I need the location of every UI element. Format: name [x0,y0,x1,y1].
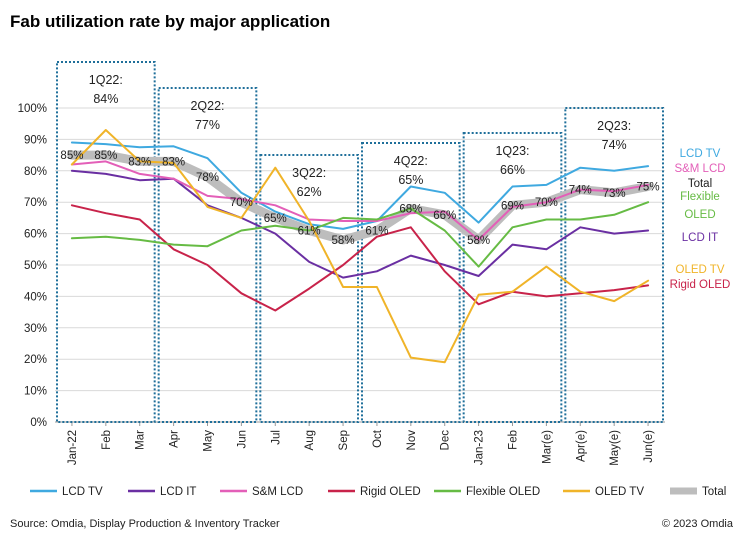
x-tick-label: Nov [406,430,418,451]
quarter-boxes: 1Q22: 84% 2Q22: 77% 3Q22: 62% 4Q22: 65% 1Q23: 66%… [56,61,664,423]
right-label-s-m-lcd: S&M LCD [674,163,725,175]
total-data-label: 85% [94,150,117,162]
series-line-oled-tv [70,129,650,364]
x-tick-label: Jun [236,430,248,449]
quarter-label: 3Q22: [292,166,326,180]
right-label-lcd-it: LCD IT [682,232,718,244]
x-tick-label: Jan-22 [67,430,79,465]
quarter-label: 1Q22: [89,73,123,87]
legend-label: S&M LCD [252,486,303,498]
right-label-flexible-oled: Flexible OLED [680,191,720,221]
series-line-lcd-tv [70,141,650,230]
total-data-label: 69% [501,200,524,212]
total-data-label: 61% [365,225,388,237]
x-tick-label: Oct [372,429,384,448]
y-tick-label: 30% [24,323,47,335]
y-tick-label: 20% [24,354,47,366]
x-tick-label: Mar(e) [541,430,553,464]
total-data-label: 70% [535,197,558,209]
x-tick-label: Feb [508,430,520,450]
legend-label: Rigid OLED [360,486,421,498]
y-tick-label: 70% [24,197,47,209]
total-data-label: 74% [569,185,592,197]
quarter-value: 77% [195,118,220,132]
quarter-box [462,132,563,423]
gridlines [55,107,665,423]
y-tick-label: 50% [24,260,47,272]
legend-label: Flexible OLED [466,486,540,498]
total-data-label: 61% [298,225,321,237]
legend-label: LCD IT [160,486,196,498]
x-tick-label: Jan-23 [474,430,486,465]
total-data-label: 65% [264,213,287,225]
y-tick-label: 10% [24,386,47,398]
quarter-label: 1Q23: [495,144,529,158]
quarter-value: 62% [297,185,322,199]
quarter-value: 65% [398,173,423,187]
total-data-label: 70% [230,197,253,209]
x-tick-label: Mar [135,430,147,450]
right-label-oled-tv: OLED TV [676,264,725,276]
x-tick-label: Jun(e) [643,430,655,463]
x-tick-label: Apr [169,430,181,448]
x-tick-label: Aug [304,430,316,450]
total-data-label: 85% [60,150,83,162]
legend-label: Total [702,486,726,498]
chart-title: Fab utilization rate by major applicatio… [10,12,330,31]
y-tick-label: 0% [30,417,47,429]
total-data-label: 75% [637,182,660,194]
y-tick-label: 80% [24,166,47,178]
quarter-box [564,107,664,423]
y-tick-label: 40% [24,291,47,303]
total-data-label: 83% [128,156,151,168]
x-tick-label: May [203,430,215,452]
y-tick-label: 90% [24,134,47,146]
y-axis-tick-labels: 0% 10% 20% 30% 40% 50% 60% 70% 80% 90% 100% [18,103,47,429]
x-axis-tick-labels: Jan-22 Feb Mar Apr May Jun Jul Aug Sep Oct Nov Dec J… [67,422,655,466]
total-data-label: 78% [196,172,219,184]
legend: LCD TV LCD IT S&M LCD Rigid OLED Flexible OL… [30,486,726,498]
quarter-label: 2Q23: [597,119,631,133]
quarter-value: 74% [602,138,627,152]
total-data-label: 73% [603,188,626,200]
right-label-lcd-tv: LCD TV [680,148,721,160]
legend-label: OLED TV [595,486,644,498]
right-series-labels: LCD TV LCD IT S&M LCD Rigid OLED Flexible OLE… [670,148,731,291]
legend-label: LCD TV [62,486,103,498]
quarter-value: 84% [93,92,118,106]
quarter-box [157,87,258,423]
right-label-rigid-oled: Rigid OLED [670,279,731,291]
series-lines [67,129,653,364]
y-tick-label: 100% [18,103,47,115]
series-line-flexible-oled [70,201,650,268]
quarter-box [259,154,360,423]
x-tick-label: Jul [270,430,282,445]
total-data-label: 83% [162,156,185,168]
y-tick-label: 60% [24,229,47,241]
quarter-value: 66% [500,163,525,177]
right-label-total: Total [688,178,712,190]
quarter-label: 4Q22: [394,154,428,168]
copyright-note: © 2023 Omdia [662,518,734,530]
quarter-box [56,61,156,423]
quarter-label: 2Q22: [190,99,224,113]
total-data-label: 58% [332,235,355,247]
total-data-label: 68% [399,203,422,215]
total-data-label: 58% [467,235,490,247]
source-note: Source: Omdia, Display Production & Inve… [10,518,280,530]
quarter-box [361,142,461,423]
x-tick-label: Dec [440,430,452,451]
x-tick-label: Feb [101,430,113,450]
x-tick-label: Apr(e) [575,430,587,462]
total-data-label: 66% [433,210,456,222]
series-line-s-m-lcd [70,160,650,241]
x-tick-label: May(e) [609,430,621,466]
series-line-lcd-it [70,169,650,279]
total-data-labels: 85% 85% 83% 83% 78% 70% 65% 61% 58% 61% 68% 66% 58% 6… [60,150,659,247]
x-tick-label: Sep [338,430,350,450]
